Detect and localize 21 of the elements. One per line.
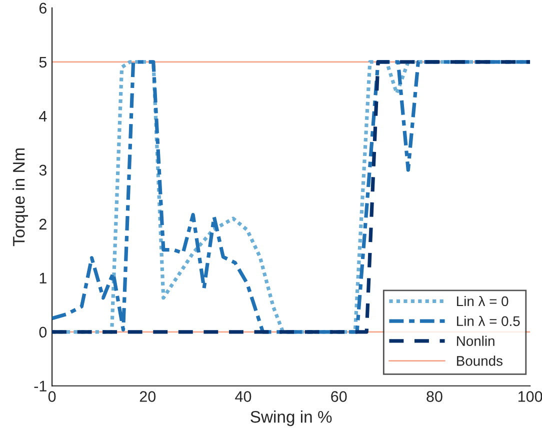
y-axis-title: Torque in Nm (12, 148, 28, 246)
x-tick-label: 60 (331, 391, 347, 402)
x-tick-label: 100 (518, 391, 542, 402)
y-tick-label: 3 (39, 164, 46, 176)
line-series (52, 60, 530, 334)
y-tick-label: -1 (34, 380, 46, 392)
x-tick-label: 20 (140, 391, 156, 402)
legend-label: Nonlin (457, 336, 494, 346)
x-tick-label: 0 (48, 391, 56, 402)
y-tick-label: 1 (40, 272, 46, 284)
legend-label: Lin λ = 0.5 (457, 316, 520, 326)
y-tick-label: 0 (39, 326, 47, 338)
x-tick-label: 80 (426, 391, 442, 402)
y-tick-label: 5 (39, 56, 47, 68)
legend-label: Bounds (457, 356, 502, 366)
y-tick-label: 4 (39, 110, 47, 122)
y-tick-label: 2 (39, 218, 46, 230)
x-tick-label: 40 (235, 391, 252, 402)
legend-label: Lin λ = 0 (457, 296, 508, 306)
x-axis-title: Swing in % (250, 410, 332, 426)
y-tick-label: 6 (39, 2, 46, 14)
